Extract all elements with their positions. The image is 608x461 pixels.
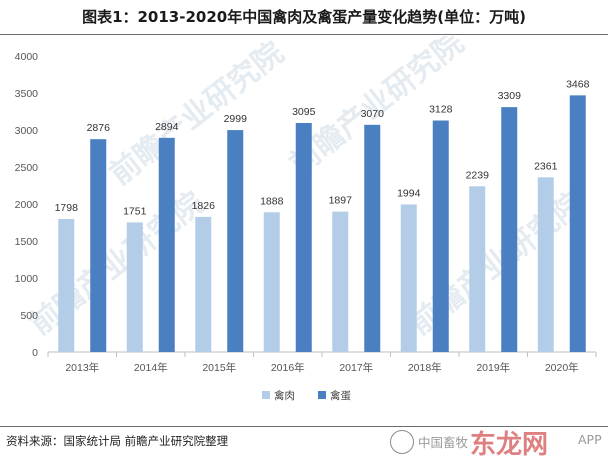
bar-chart: 前瞻产业研究院前瞻产业研究院前瞻产业研究院前瞻产业研究院050010001500… <box>15 36 597 402</box>
y-tick-label: 500 <box>20 310 38 322</box>
bar-meat <box>469 186 486 352</box>
y-tick-label: 2500 <box>15 162 39 174</box>
stamp-suffix: APP <box>578 432 602 447</box>
chart-title: 图表1：2013-2020年中国禽肉及禽蛋产量变化趋势(单位：万吨) <box>82 8 526 26</box>
watermark-text: 前瞻产业研究院 <box>403 185 589 341</box>
y-tick-label: 0 <box>32 347 38 359</box>
bar-meat <box>58 218 75 352</box>
bar-meat <box>126 222 143 352</box>
x-tick-label: 2015年 <box>202 361 236 374</box>
legend-label: 禽肉 <box>274 389 295 402</box>
bar-meat <box>263 212 280 352</box>
y-tick-label: 1000 <box>15 273 39 285</box>
data-label: 1897 <box>329 195 353 207</box>
data-label: 2361 <box>534 160 558 172</box>
x-tick-label: 2018年 <box>408 361 442 374</box>
legend-swatch <box>318 391 326 399</box>
legend-label: 禽蛋 <box>330 389 351 402</box>
bar-egg <box>90 139 107 352</box>
bar-egg <box>295 122 312 352</box>
x-tick-label: 2020年 <box>545 361 579 374</box>
bar-egg <box>569 95 586 353</box>
data-label: 2239 <box>466 169 490 181</box>
data-label: 2999 <box>224 113 248 125</box>
x-tick-label: 2019年 <box>476 361 510 374</box>
site-stamp: 中国畜牧 东龙网 APP <box>388 424 608 460</box>
data-label: 1994 <box>397 187 421 199</box>
bar-egg <box>501 107 518 352</box>
y-tick-label: 2000 <box>15 199 39 211</box>
data-label: 3309 <box>498 90 522 102</box>
wechat-icon <box>390 430 414 454</box>
x-tick-label: 2016年 <box>271 361 305 374</box>
footer-divider <box>0 426 608 427</box>
y-tick-label: 3500 <box>15 88 39 100</box>
x-tick-label: 2017年 <box>339 361 373 374</box>
data-label: 1798 <box>55 202 79 214</box>
data-label: 3095 <box>292 106 316 118</box>
bar-meat <box>332 211 349 352</box>
data-label: 1888 <box>260 195 284 207</box>
stamp-logo: 东龙网 <box>470 430 549 460</box>
bar-meat <box>400 204 417 352</box>
bar-egg <box>364 124 381 352</box>
watermark-text: 前瞻产业研究院 <box>23 185 209 341</box>
x-tick-label: 2014年 <box>134 361 168 374</box>
stamp-prefix: 中国畜牧 <box>418 435 469 450</box>
data-label: 3468 <box>566 78 590 90</box>
bar-meat <box>195 216 212 352</box>
data-label: 1826 <box>192 200 216 212</box>
bar-egg <box>158 137 175 352</box>
bar-egg <box>432 120 449 352</box>
data-label: 3070 <box>361 108 385 120</box>
data-label: 3128 <box>429 104 453 116</box>
x-tick-label: 2013年 <box>65 361 99 374</box>
source-note: 资料来源：国家统计局 前瞻产业研究院整理 <box>6 434 229 448</box>
watermark-text: 前瞻产业研究院 <box>103 36 289 192</box>
data-label: 1751 <box>123 205 147 217</box>
data-label: 2894 <box>155 121 179 133</box>
y-tick-label: 1500 <box>15 236 39 248</box>
bar-meat <box>537 177 554 352</box>
legend-swatch <box>262 391 270 399</box>
bar-egg <box>227 130 244 352</box>
data-label: 2876 <box>87 122 111 134</box>
title-divider <box>0 34 608 35</box>
y-tick-label: 3000 <box>15 125 39 137</box>
y-tick-label: 4000 <box>15 51 39 63</box>
